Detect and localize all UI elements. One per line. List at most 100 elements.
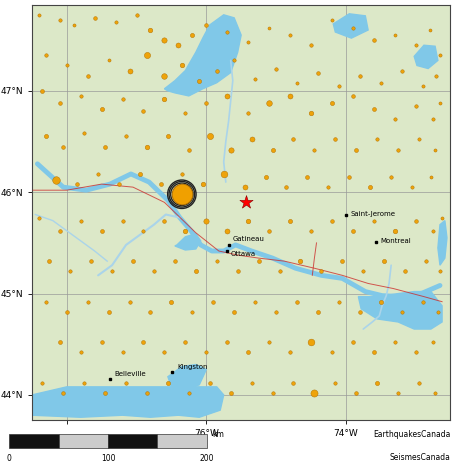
- Point: [178, 191, 186, 198]
- Point: [63, 62, 71, 69]
- Point: [370, 349, 377, 356]
- Point: [223, 227, 231, 234]
- Point: [307, 339, 314, 346]
- Point: [42, 298, 50, 305]
- Point: [143, 52, 151, 59]
- Point: [412, 349, 419, 356]
- Point: [273, 308, 280, 316]
- Point: [314, 308, 322, 316]
- Point: [101, 389, 109, 396]
- Point: [252, 298, 259, 305]
- Point: [431, 389, 439, 396]
- Point: [202, 217, 210, 224]
- Point: [98, 227, 105, 234]
- Point: [56, 227, 63, 234]
- Point: [243, 198, 250, 206]
- Point: [269, 146, 276, 153]
- Point: [112, 18, 119, 26]
- Point: [119, 349, 126, 356]
- Point: [273, 65, 280, 72]
- Point: [391, 31, 398, 39]
- Point: [178, 191, 186, 198]
- Point: [430, 227, 437, 234]
- Point: [66, 268, 74, 275]
- Point: [39, 87, 46, 95]
- Point: [143, 143, 151, 150]
- Text: 0: 0: [7, 453, 11, 463]
- Point: [430, 339, 437, 346]
- Point: [388, 173, 395, 181]
- Point: [157, 180, 165, 188]
- Point: [223, 92, 231, 99]
- Point: [147, 26, 154, 34]
- Text: EarthquakesCanada: EarthquakesCanada: [373, 430, 450, 439]
- Point: [286, 349, 293, 356]
- Point: [339, 257, 346, 265]
- Text: SeismesCanada: SeismesCanada: [389, 453, 450, 461]
- Point: [213, 257, 220, 265]
- Point: [415, 136, 423, 143]
- Point: [286, 92, 293, 99]
- Point: [349, 227, 356, 234]
- Point: [314, 69, 322, 76]
- Point: [370, 106, 377, 113]
- Point: [349, 24, 356, 32]
- Point: [335, 298, 343, 305]
- Point: [359, 268, 367, 275]
- Point: [206, 133, 213, 140]
- Point: [164, 379, 172, 387]
- Point: [161, 217, 168, 224]
- Point: [290, 136, 297, 143]
- Point: [436, 99, 444, 107]
- Point: [377, 79, 384, 86]
- Bar: [157, 434, 207, 448]
- Point: [213, 67, 220, 74]
- Point: [419, 298, 426, 305]
- Point: [332, 379, 339, 387]
- Point: [248, 136, 255, 143]
- Point: [328, 99, 335, 107]
- Point: [391, 339, 398, 346]
- Point: [353, 146, 360, 153]
- Point: [412, 42, 419, 49]
- Point: [356, 72, 364, 79]
- Point: [185, 146, 192, 153]
- Point: [77, 349, 84, 356]
- Text: Kingston: Kingston: [177, 364, 207, 369]
- Point: [293, 79, 301, 86]
- Point: [227, 146, 234, 153]
- Polygon shape: [32, 387, 224, 417]
- Point: [332, 136, 339, 143]
- Point: [227, 389, 234, 396]
- Point: [140, 339, 147, 346]
- Point: [436, 52, 444, 59]
- Point: [105, 57, 112, 64]
- Point: [394, 146, 402, 153]
- Point: [60, 143, 67, 150]
- Point: [182, 109, 189, 117]
- Point: [98, 339, 105, 346]
- Point: [220, 170, 228, 178]
- Point: [401, 268, 409, 275]
- Point: [367, 184, 374, 191]
- Point: [108, 268, 116, 275]
- Point: [431, 146, 439, 153]
- Point: [433, 72, 440, 79]
- Point: [95, 170, 102, 178]
- Point: [234, 268, 241, 275]
- Polygon shape: [359, 291, 442, 329]
- Point: [370, 36, 377, 44]
- Point: [223, 28, 231, 36]
- Text: 200: 200: [200, 453, 214, 463]
- Point: [70, 21, 77, 28]
- Point: [84, 72, 91, 79]
- Point: [244, 217, 252, 224]
- Point: [419, 82, 426, 90]
- Point: [346, 173, 353, 181]
- Point: [328, 349, 335, 356]
- Point: [98, 106, 105, 113]
- Point: [394, 389, 402, 396]
- Polygon shape: [164, 15, 241, 96]
- Point: [46, 257, 53, 265]
- Point: [244, 38, 252, 46]
